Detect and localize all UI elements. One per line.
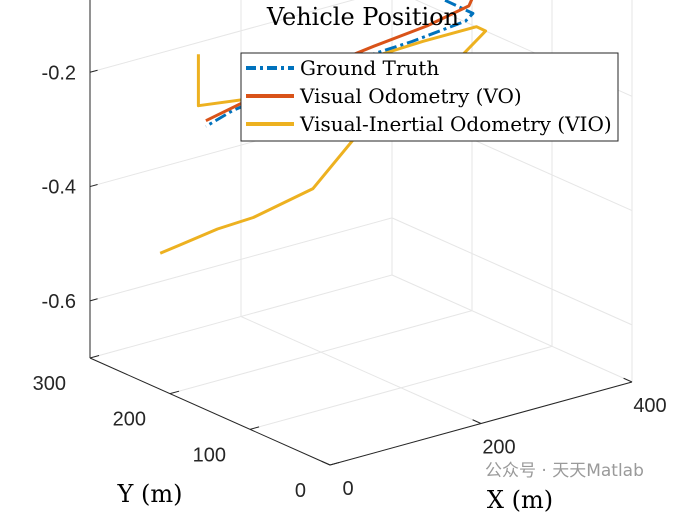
y-tick-label: 300 (33, 373, 66, 395)
y-tick-mark (329, 462, 340, 466)
floor-grid-line (249, 345, 553, 430)
y-tick-label: 200 (113, 409, 146, 431)
y-tick-mark (89, 355, 100, 359)
y-tick-label: 100 (193, 444, 226, 466)
floor-grid-line (391, 274, 633, 383)
legend: Ground Truth Visual Odometry (VO) Visual-I… (240, 52, 619, 142)
x-tick-label: 200 (482, 437, 515, 459)
legend-box (240, 52, 619, 142)
floor-grid-line (240, 316, 482, 424)
back-wall-grid-line (89, 217, 393, 302)
side-wall-grid-line (391, 217, 633, 326)
legend-entry: Visual Odometry (VO) (299, 84, 522, 108)
x-tick-mark (321, 460, 331, 466)
z-axis-ticks: 0-0.2-0.4-0.6 (42, 62, 98, 313)
x-tick-mark (623, 377, 633, 383)
watermark: 公众号 · 天天Matlab (485, 461, 644, 481)
z-tick-mark (89, 184, 98, 188)
y-axis-ticks: 0 100 200 300 (33, 355, 340, 502)
y-tick-label: 0 (295, 480, 306, 502)
x-tick-label: 0 (342, 478, 353, 500)
y-axis-label: Y (m) (117, 480, 183, 508)
z-tick-mark (89, 69, 98, 73)
back-wall-grid-line (89, 0, 355, 73)
legend-entry: Ground Truth (300, 56, 439, 80)
z-tick-label: -0.6 (42, 291, 76, 313)
x-tick-label: 400 (633, 395, 666, 417)
z-tick-label: -0.2 (42, 62, 76, 84)
legend-entry: Visual-Inertial Odometry (VIO) (299, 112, 612, 136)
z-tick-label: -0.4 (42, 177, 76, 199)
chart-title: Vehicle Position (266, 3, 459, 31)
floor-grid-line (169, 310, 473, 395)
z-tick-mark (89, 298, 98, 302)
x-axis-ticks: 0 200 400 (321, 377, 667, 500)
y-tick-mark (249, 426, 260, 430)
y-axis-line (89, 357, 331, 466)
x-tick-mark (472, 419, 482, 424)
y-tick-mark (169, 390, 180, 395)
x-axis-label: X (m) (487, 486, 553, 514)
